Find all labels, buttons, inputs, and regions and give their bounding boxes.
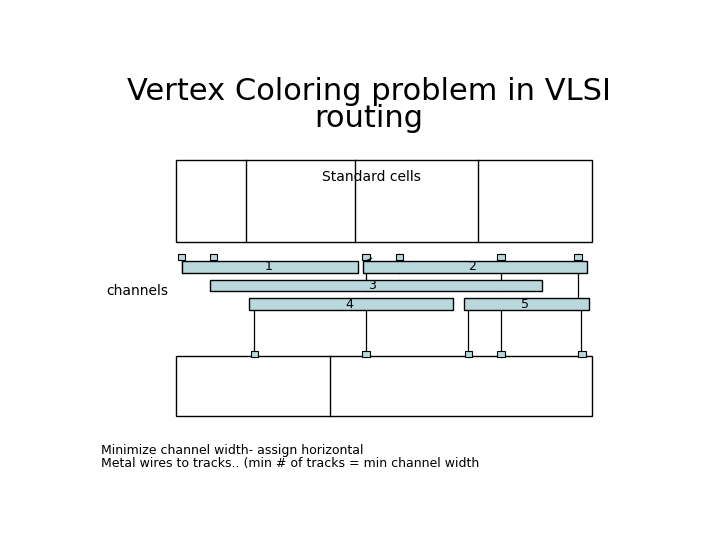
Text: 5: 5 xyxy=(521,298,529,311)
Bar xyxy=(396,254,403,260)
Text: Minimize channel width- assign horizontal: Minimize channel width- assign horizonta… xyxy=(101,444,364,457)
Text: Metal wires to tracks.. (min # of tracks = min channel width: Metal wires to tracks.. (min # of tracks… xyxy=(101,457,480,470)
Bar xyxy=(176,356,593,416)
Bar xyxy=(498,351,505,357)
Bar xyxy=(364,261,587,273)
Text: 4: 4 xyxy=(346,298,354,311)
Bar xyxy=(464,299,590,310)
Bar xyxy=(498,254,505,260)
Bar xyxy=(362,254,369,260)
Bar xyxy=(251,351,258,357)
Bar xyxy=(578,351,585,357)
Text: Vertex Coloring problem in VLSI: Vertex Coloring problem in VLSI xyxy=(127,77,611,106)
Text: 3: 3 xyxy=(368,279,376,292)
Bar xyxy=(465,351,472,357)
Bar xyxy=(182,261,358,273)
Text: Standard cells: Standard cells xyxy=(323,170,421,184)
Bar xyxy=(575,254,582,260)
Text: 1: 1 xyxy=(265,260,272,273)
Text: 2: 2 xyxy=(468,260,476,273)
Bar xyxy=(176,160,593,241)
Bar xyxy=(210,254,217,260)
Bar xyxy=(362,351,369,357)
Text: routing: routing xyxy=(315,104,423,133)
Bar xyxy=(249,299,453,310)
Bar xyxy=(210,280,542,292)
Text: channels: channels xyxy=(107,285,168,299)
Bar xyxy=(178,254,186,260)
